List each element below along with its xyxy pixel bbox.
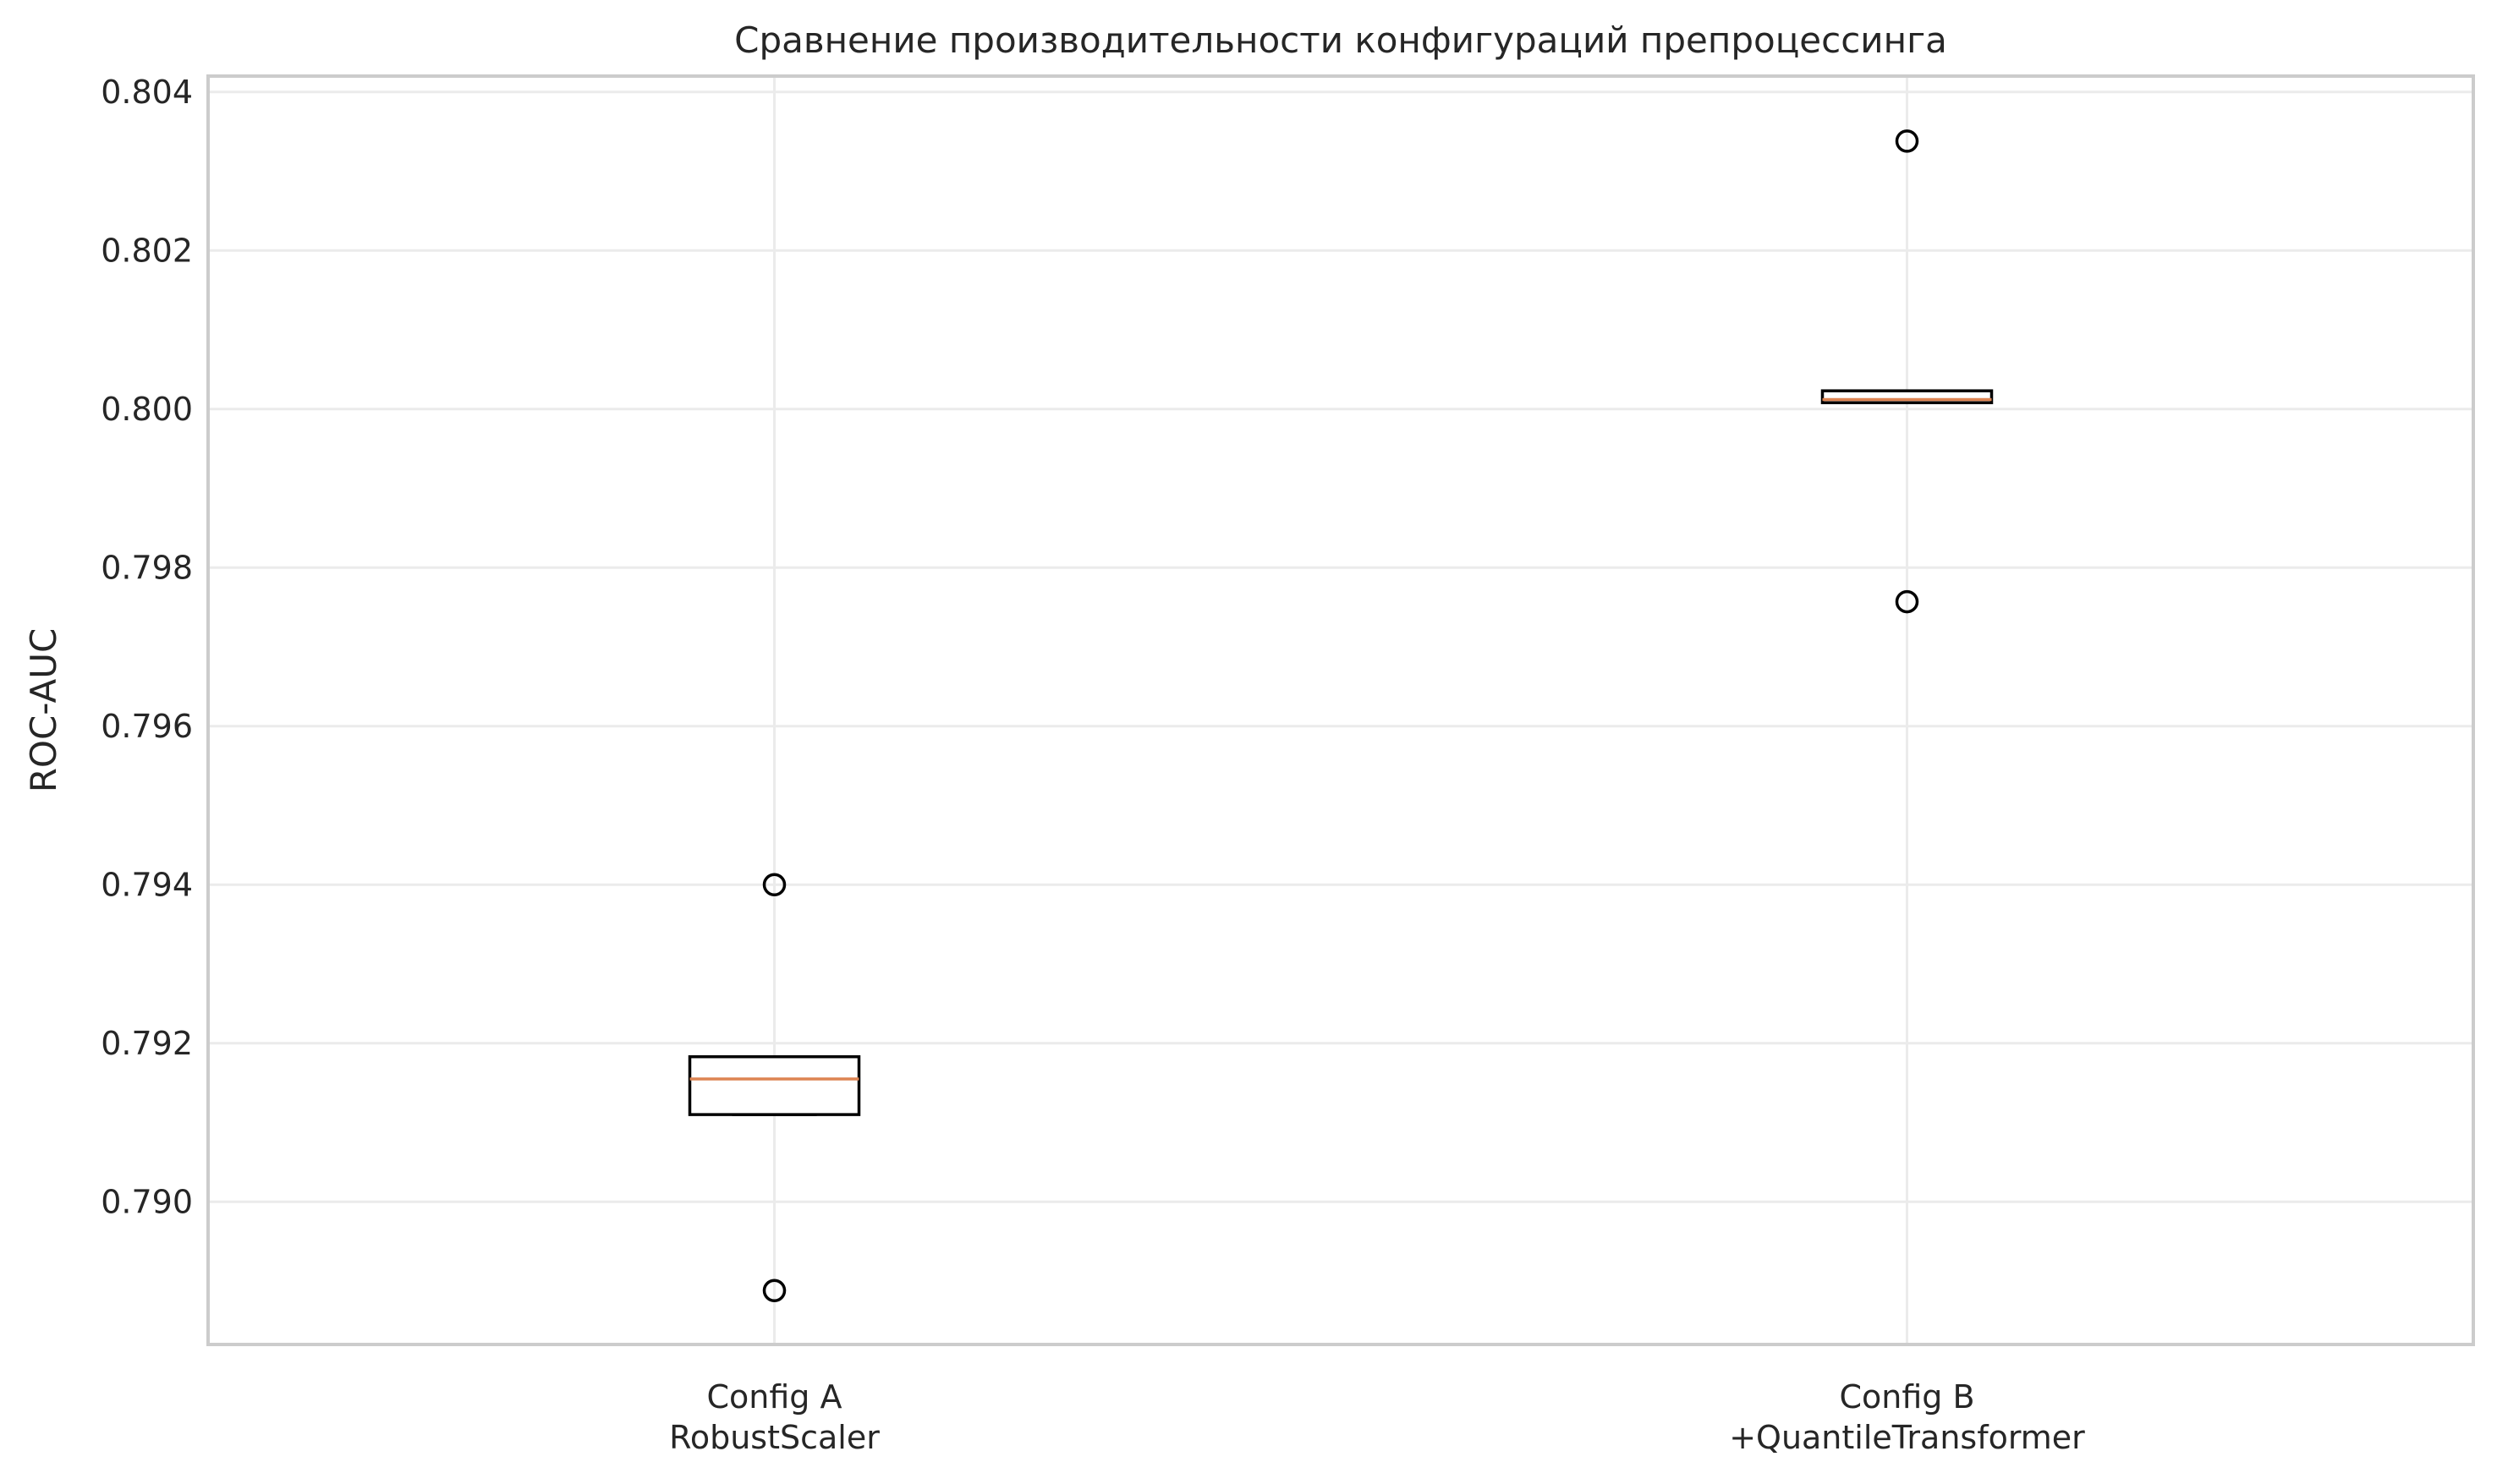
- plot-frame: [206, 74, 2475, 1346]
- chart-title: Сравнение производительности конфигураци…: [734, 19, 1947, 61]
- y-tick-label: 0.804: [101, 74, 193, 111]
- outlier-point: [1895, 589, 1919, 614]
- y-tick-label: 0.798: [101, 549, 193, 586]
- y-tick-label: 0.794: [101, 866, 193, 903]
- x-tick-label: Config A: [707, 1378, 842, 1416]
- y-tick-label: 0.796: [101, 708, 193, 745]
- box-group: [1820, 129, 1994, 614]
- y-axis-label: ROC-AUC: [23, 628, 64, 793]
- grid: [208, 76, 2473, 1344]
- x-tick-label: Config B: [1839, 1378, 1974, 1416]
- boxes: [688, 129, 1994, 1302]
- x-tick-label: RobustScaler: [669, 1419, 880, 1456]
- y-ticks: 0.790 0.792 0.794 0.796 0.798 0.800 0.802 0.804: [101, 74, 193, 1221]
- y-tick-label: 0.790: [101, 1183, 193, 1220]
- box-iqr: [688, 1054, 861, 1116]
- outlier-point: [1895, 129, 1919, 153]
- box-group: [688, 873, 861, 1302]
- outlier-point: [762, 1279, 787, 1302]
- outlier-point: [762, 873, 787, 896]
- y-tick-label: 0.800: [101, 391, 193, 428]
- y-tick-label: 0.802: [101, 232, 193, 269]
- x-tick-label: +QuantileTransformer: [1729, 1419, 2085, 1456]
- y-tick-label: 0.792: [101, 1025, 193, 1062]
